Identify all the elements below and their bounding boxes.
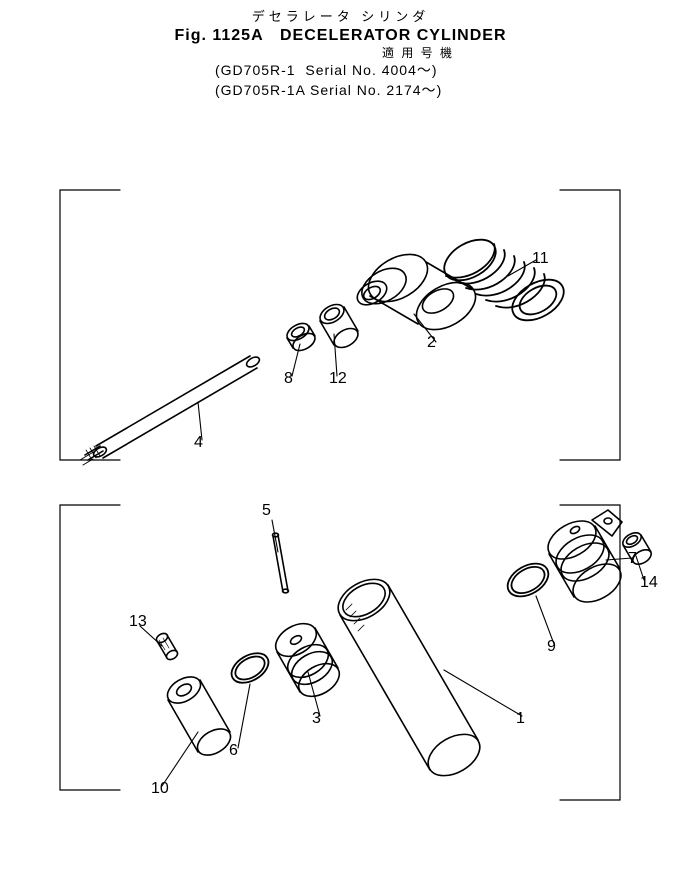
callout-10: 10 [151,780,169,798]
callout-2: 2 [427,334,436,352]
frame-lower [60,505,620,800]
part-2-piston [353,245,484,340]
callout-14: 14 [640,574,658,592]
callout-4: 4 [194,434,203,452]
part-5-pin [273,533,289,593]
part-6-oring [226,647,273,689]
part-8-seal [284,320,318,354]
part-14-nut [620,530,653,567]
callout-6: 6 [229,742,238,760]
part-7-head [541,510,627,610]
part-3-plug [270,617,345,703]
part-12-bush [317,301,362,352]
callout-13: 13 [129,613,147,631]
frame-upper [60,190,620,460]
callout-5: 5 [262,502,271,520]
exploded-diagram [0,0,681,887]
callout-9: 9 [547,638,556,656]
callout-11: 11 [532,250,549,268]
page-root: デセラレータ シリンダ Fig. 1125A DECELERATOR CYLIN… [0,0,681,887]
callout-1: 1 [516,710,525,728]
callout-3: 3 [312,710,321,728]
part-4-rod [80,355,261,465]
callout-8: 8 [284,370,293,388]
callout-7: 7 [628,550,637,568]
part-11-spring [437,231,570,328]
callout-12: 12 [329,370,347,388]
part-9-oring [502,557,554,603]
part-13-grubscrew [155,632,179,662]
part-1-cylinder [331,571,487,784]
part-10-sleeve [163,671,235,760]
